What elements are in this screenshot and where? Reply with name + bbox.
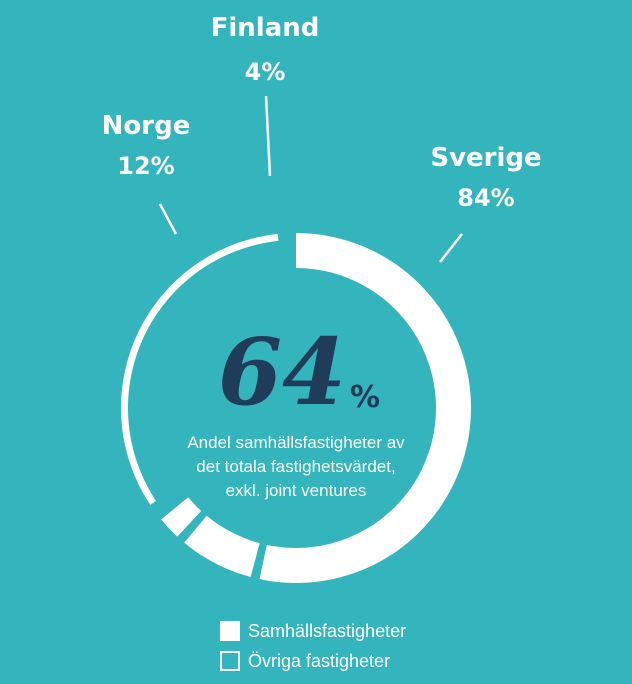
label-norge-percent: 12%	[117, 152, 174, 180]
label-sverige-name: Sverige	[430, 143, 541, 173]
description-line-2: det totala fastighetsvärdet,	[196, 457, 395, 476]
legend-swatch-filled	[220, 621, 240, 641]
leader-lines	[158, 95, 463, 263]
leader-line-finland	[264, 95, 272, 177]
legend-label-filled: Samhällsfastigheter	[248, 620, 407, 641]
legend-item-filled: Samhällsfastigheter	[220, 616, 406, 646]
segment-ovriga-fastigheter	[120, 233, 279, 505]
label-finland-name: Finland	[211, 13, 320, 43]
legend-swatch-outlined	[220, 651, 240, 671]
leader-line-norge	[158, 203, 178, 235]
label-finland-percent: 4%	[245, 58, 286, 86]
segment-samhallsfastigheter	[161, 233, 471, 583]
leader-line-sverige	[439, 233, 463, 263]
description-line-3: exkl. joint ventures	[226, 481, 367, 500]
ring-segments	[120, 233, 471, 583]
separator-sverige	[250, 541, 268, 582]
separator-norge	[176, 509, 208, 545]
description-line-1: Andel samhällsfastigheter av	[187, 433, 405, 452]
legend-label-outlined: Övriga fastigheter	[248, 650, 391, 671]
label-norge-name: Norge	[102, 111, 191, 141]
legend: Samhällsfastigheter Övriga fastigheter	[220, 616, 406, 676]
legend-item-outlined: Övriga fastigheter	[220, 646, 406, 676]
share-number: 64	[218, 318, 346, 426]
label-sverige-percent: 84%	[457, 184, 514, 212]
share-unit: %	[350, 380, 380, 415]
